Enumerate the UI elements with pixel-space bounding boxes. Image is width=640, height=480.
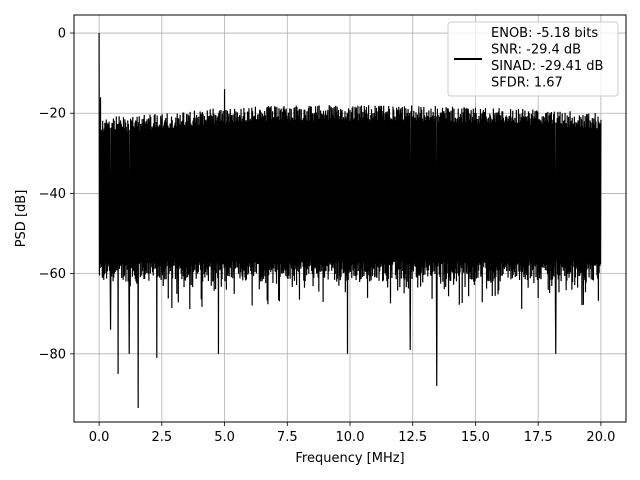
x-tick-label: 2.5	[151, 430, 172, 445]
x-tick-label: 17.5	[524, 430, 553, 445]
x-tick-label: 0.0	[89, 430, 110, 445]
x-tick-label: 15.0	[461, 430, 490, 445]
legend-entry-line: ENOB: -5.18 bits	[491, 26, 598, 41]
x-tick-label: 10.0	[336, 430, 365, 445]
x-axis-label: Frequency [MHz]	[295, 451, 404, 466]
psd-series-line	[98, 33, 602, 408]
y-tick-label: −20	[39, 107, 66, 122]
legend-entry-line: SNR: -29.4 dB	[491, 43, 581, 58]
ticks: 0.0 2.5 5.0 7.5 10.0 12.5 15.0 17.5 20.0 0 −20 −40 −…	[39, 27, 616, 445]
x-tick-label: 5.0	[214, 430, 235, 445]
x-tick-label: 20.0	[586, 430, 615, 445]
legend-box	[447, 21, 619, 97]
plot-area	[98, 33, 602, 408]
y-tick-label: −60	[39, 267, 66, 282]
legend-entry-line: SFDR: 1.67	[491, 76, 563, 91]
y-axis-label: PSD [dB]	[14, 190, 29, 248]
y-tick-label: −80	[39, 347, 66, 362]
y-tick-label: 0	[58, 27, 66, 42]
legend-entry-line: SINAD: -29.41 dB	[491, 59, 603, 74]
x-tick-label: 12.5	[398, 430, 427, 445]
y-tick-label: −40	[39, 187, 66, 202]
x-tick-label: 7.5	[277, 430, 298, 445]
